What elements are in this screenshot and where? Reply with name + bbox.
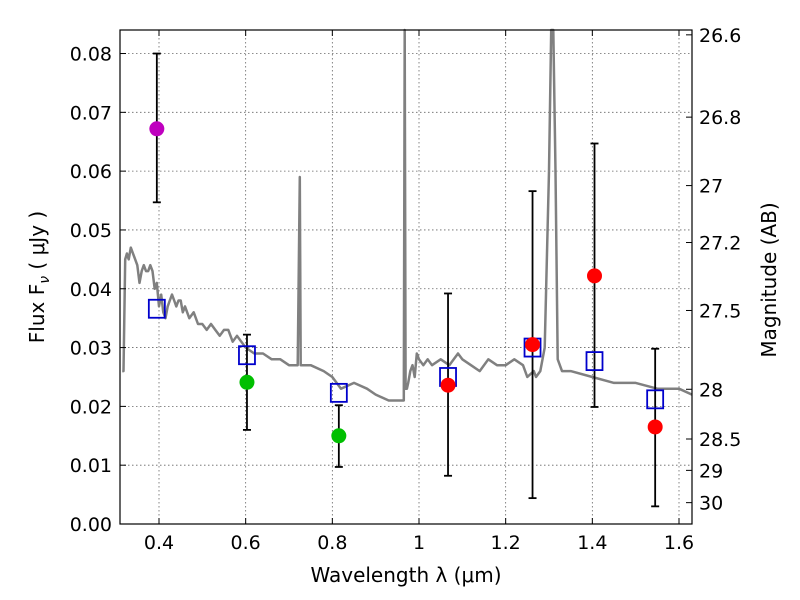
magnitude-tick-label: 26.8 [699,107,741,129]
x-tick-label: 0.4 [144,532,174,554]
model-point [329,382,348,403]
x-tick-label: 0.8 [317,532,347,554]
y-tick-label: 0.06 [70,161,112,183]
x-tick-label: 1.6 [664,532,694,554]
magnitude-tick-label: 26.6 [699,25,741,47]
observed-point [149,121,165,137]
y-axis-label-subscript: ν [37,276,53,284]
magnitude-tick-label: 27.2 [699,233,741,255]
y-tick-label: 0.00 [70,514,112,536]
y-tick-label: 0.02 [70,396,112,418]
y-axis-label-unit: ( μJy ) [25,211,49,276]
x-tick-label: 1 [413,532,425,554]
y-axis-label: Flux Fν ( μJy ) [25,211,53,343]
x-axis-label: Wavelength λ (μm) [310,563,501,587]
magnitude-tick-label: 27.5 [699,300,741,322]
y-tick-label: 0.05 [70,220,112,242]
y-axis-ticks: 0.00 0.01 0.02 0.03 0.04 0.05 0.06 0.07 0.08 [70,44,126,536]
magnitude-tick-label: 28.5 [699,429,741,451]
observed-point [331,428,347,444]
x-tick-label: 0.6 [231,532,261,554]
x-axis-ticks: 0.4 0.6 0.8 1 1.2 1.4 1.6 [144,30,694,554]
y-tick-label: 0.08 [70,44,112,66]
y-tick-label: 0.07 [70,102,112,124]
observed-point [239,374,255,390]
observed-point [647,419,663,435]
sed-curve-layer [122,28,693,402]
y-tick-label: 0.04 [70,279,112,301]
y-axis-label-main: Flux F [25,284,49,343]
magnitude-axis-ticks: 26.6 26.8 27 27.2 27.5 28 28.5 29 30 [686,25,741,515]
observed-point [587,268,602,284]
right-axis-label: Magnitude (AB) [757,202,781,357]
observed-point [525,337,541,353]
model-point [585,351,604,371]
sed-curve [122,28,693,402]
model-point [238,345,256,366]
magnitude-tick-label: 27 [699,176,723,198]
magnitude-tick-label: 29 [699,460,723,482]
model-point [147,298,166,319]
y-tick-label: 0.01 [70,455,112,477]
x-tick-label: 1.4 [577,532,607,554]
model-point [646,389,665,410]
observed-marker-layer [149,121,663,444]
magnitude-tick-label: 30 [699,493,723,515]
plot-frame [119,29,693,525]
observed-point [440,377,456,393]
x-tick-label: 1.2 [491,532,521,554]
y-tick-label: 0.03 [70,338,112,360]
magnitude-tick-label: 28 [699,379,723,401]
